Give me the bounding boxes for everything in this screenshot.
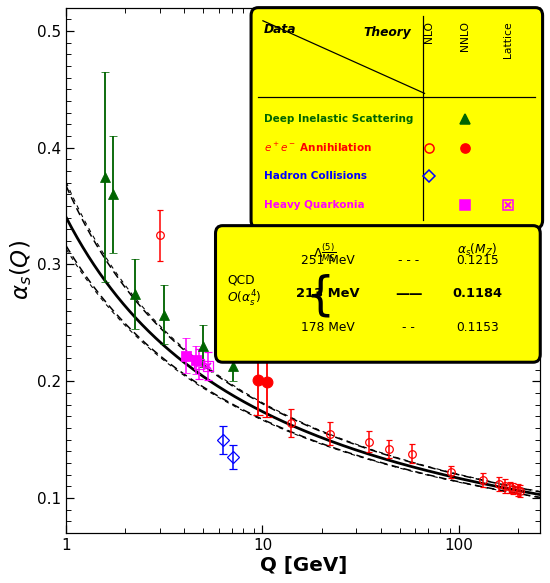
Text: Theory: Theory: [363, 26, 411, 39]
Text: 251 MeV: 251 MeV: [301, 254, 355, 266]
Text: ——: ——: [395, 287, 422, 301]
Text: $\alpha_s(M_Z)$: $\alpha_s(M_Z)$: [457, 241, 497, 258]
Text: 0.1184: 0.1184: [452, 287, 502, 300]
Text: 213 MeV: 213 MeV: [296, 287, 360, 300]
Text: Data: Data: [264, 23, 296, 36]
FancyBboxPatch shape: [216, 226, 540, 362]
Text: $e^+e^-$ Annihilation: $e^+e^-$ Annihilation: [264, 141, 372, 154]
Text: QCD
$O(\alpha_s^4)$: QCD $O(\alpha_s^4)$: [227, 273, 262, 310]
Text: 0.1153: 0.1153: [456, 321, 499, 334]
Text: Hadron Collisions: Hadron Collisions: [264, 171, 367, 181]
FancyBboxPatch shape: [251, 8, 543, 229]
Text: $\Lambda^{(5)}_{\overline{MS}}$: $\Lambda^{(5)}_{\overline{MS}}$: [314, 241, 337, 264]
Text: NLO: NLO: [424, 21, 434, 43]
Text: - -: - -: [403, 321, 415, 334]
Text: - - -: - - -: [398, 254, 420, 266]
Text: {: {: [305, 274, 334, 319]
Text: 0.1215: 0.1215: [456, 254, 499, 266]
Text: Deep Inelastic Scattering: Deep Inelastic Scattering: [264, 114, 413, 124]
Text: Heavy Quarkonia: Heavy Quarkonia: [264, 200, 365, 210]
Text: NNLO: NNLO: [460, 21, 470, 51]
Y-axis label: $\alpha_s(Q)$: $\alpha_s(Q)$: [8, 240, 34, 300]
Text: 178 MeV: 178 MeV: [301, 321, 355, 334]
X-axis label: Q [GeV]: Q [GeV]: [260, 556, 347, 575]
Text: Lattice: Lattice: [503, 21, 513, 58]
